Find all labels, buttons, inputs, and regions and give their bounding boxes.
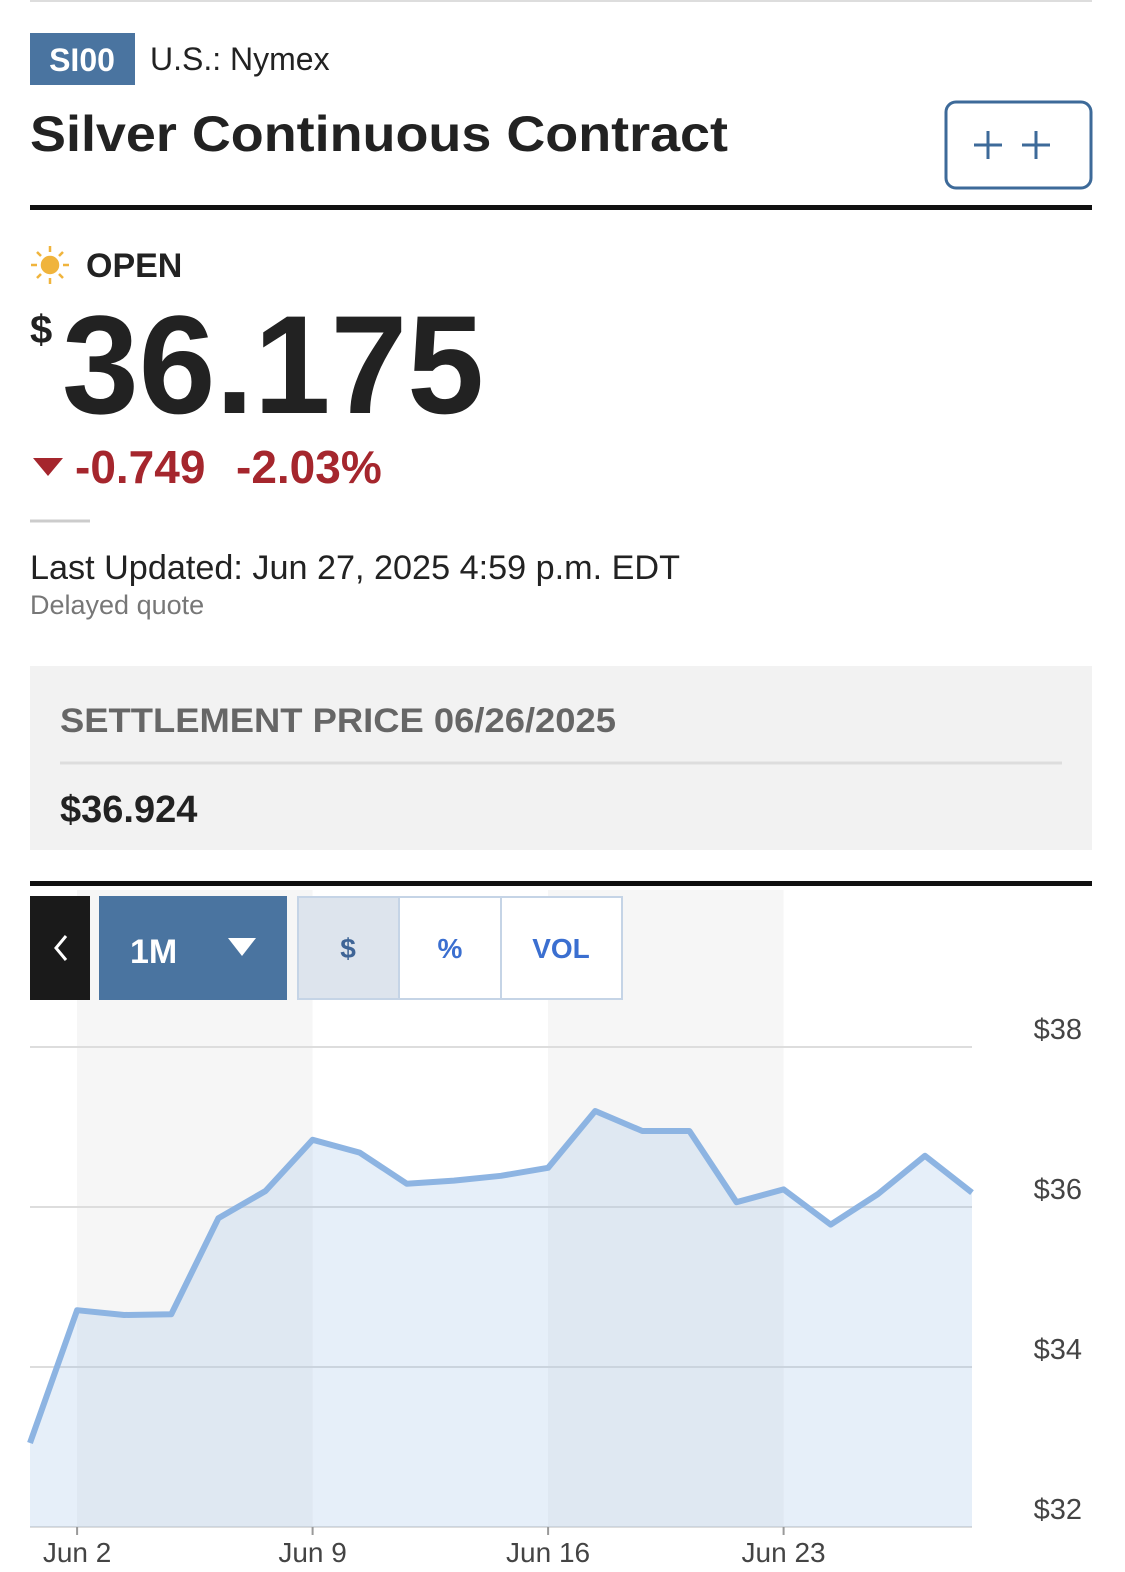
change-percent: -2.03% [236, 441, 382, 493]
button-frame[interactable] [944, 100, 1093, 190]
chart-divider [30, 881, 1092, 886]
mode-tab[interactable] [297, 896, 400, 1000]
mode-tab[interactable] [500, 896, 623, 1000]
instrument-title: Silver Continuous Contract [30, 106, 728, 162]
x-tick-label: Jun 16 [506, 1537, 590, 1568]
back-icon[interactable] [54, 935, 68, 961]
divider [30, 205, 1092, 210]
settlement-panel [30, 666, 1092, 850]
y-tick-label: $32 [1034, 1494, 1082, 1526]
symbol-chip [30, 33, 135, 85]
mode-label[interactable]: % [438, 933, 463, 964]
currency: $ [30, 308, 52, 352]
down-arrow [33, 458, 63, 476]
back-bg[interactable] [30, 896, 90, 1000]
watchlist-button[interactable] [944, 100, 1093, 190]
change: -0.749 [75, 441, 205, 493]
mode-label[interactable]: $ [340, 933, 356, 964]
area [30, 1111, 972, 1527]
delay-note: Delayed quote [30, 590, 204, 620]
back-button[interactable] [30, 896, 90, 1000]
x-tick-label: Jun 2 [43, 1537, 112, 1568]
mode-tab[interactable] [398, 896, 502, 1000]
last-updated: Last Updated: Jun 27, 2025 4:59 p.m. EDT [30, 549, 680, 587]
sun-icon [31, 246, 69, 284]
market-status: OPEN [86, 247, 182, 285]
exchange: U.S.: Nymex [150, 41, 330, 77]
mode-label[interactable]: VOL [532, 933, 590, 964]
plus-icon[interactable] [974, 131, 1050, 159]
price: 36.175 [62, 286, 484, 443]
y-tick-label: $36 [1034, 1174, 1082, 1206]
x-tick-label: Jun 23 [742, 1537, 826, 1568]
x-tick-label: Jun 9 [278, 1537, 347, 1568]
settlement-value: $36.924 [60, 789, 197, 831]
dropdown-arrow[interactable] [228, 938, 256, 956]
dropdown-bg[interactable] [99, 896, 287, 1000]
range-label[interactable]: 1M [130, 933, 177, 971]
y-tick-label: $34 [1034, 1334, 1082, 1366]
settlement-label: SETTLEMENT PRICE 06/26/2025 [60, 702, 616, 740]
symbol: SI00 [49, 42, 115, 78]
range-dropdown[interactable]: 1M [99, 896, 287, 1000]
line [27, 1108, 974, 1445]
y-tick-label: $38 [1034, 1014, 1082, 1046]
